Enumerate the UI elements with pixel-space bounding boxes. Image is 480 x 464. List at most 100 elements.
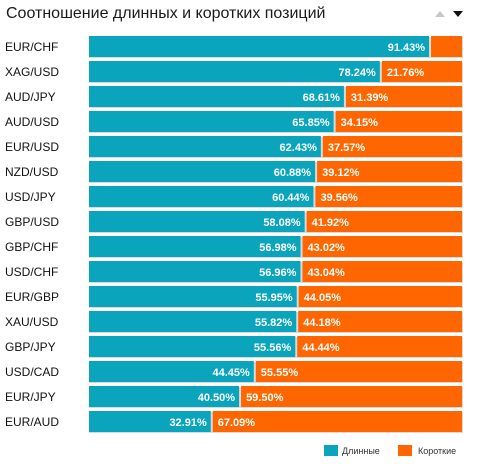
category-label: EUR/GBP — [5, 290, 59, 304]
bar-long — [89, 111, 334, 132]
data-label-short: 44.18% — [303, 317, 341, 329]
bar-long — [89, 361, 254, 382]
data-label-short: 39.12% — [322, 167, 360, 179]
bar-short — [431, 36, 462, 57]
data-label-short: 44.44% — [302, 342, 340, 354]
data-label-short: 55.55% — [261, 367, 299, 379]
bar-short — [315, 186, 462, 207]
category-label: XAU/USD — [5, 315, 59, 329]
data-label-short: 39.56% — [320, 192, 358, 204]
data-label-long: 55.56% — [254, 342, 292, 354]
bar-short — [297, 336, 462, 357]
category-label: EUR/USD — [5, 140, 59, 154]
data-label-long: 78.24% — [339, 67, 377, 79]
data-label-long: 40.50% — [198, 392, 236, 404]
data-label-long: 56.96% — [259, 267, 297, 279]
bar-row: USD/CHF 56.96% 43.04% — [5, 261, 463, 283]
data-label-short: 21.76% — [387, 67, 425, 79]
data-label-short: 59.50% — [246, 392, 284, 404]
data-label-long: 65.85% — [292, 117, 330, 129]
bar-short — [255, 361, 462, 382]
data-label-long: 44.45% — [212, 367, 250, 379]
sort-down-icon[interactable] — [450, 8, 466, 20]
data-label-short: 41.92% — [312, 217, 350, 229]
data-label-short: 43.02% — [308, 242, 346, 254]
bar-long — [89, 386, 240, 407]
category-label: GBP/CHF — [5, 240, 58, 254]
bar-row: EUR/AUD 32.91% 67.09% — [5, 411, 463, 433]
bar-short — [298, 311, 462, 332]
bar-short — [302, 236, 462, 257]
legend-label-long: Длинные — [342, 446, 380, 456]
data-label-long: 91.43% — [388, 42, 426, 54]
bar-row: EUR/USD 62.43% 37.57% — [5, 136, 463, 158]
data-label-long: 60.44% — [272, 192, 310, 204]
bar-long — [89, 61, 380, 82]
data-label-long: 32.91% — [169, 417, 207, 429]
data-label-short: 34.15% — [341, 117, 379, 129]
bar-row: GBP/CHF 56.98% 43.02% — [5, 236, 463, 258]
bar-row: XAG/USD 78.24% 21.76% — [5, 61, 463, 83]
bar-long — [89, 411, 211, 432]
bar-short — [298, 286, 462, 307]
bar-row: EUR/CHF 91.43% — [5, 36, 463, 58]
data-label-short: 43.04% — [307, 267, 345, 279]
bar-short — [306, 211, 462, 232]
bar-short — [241, 386, 462, 407]
bar-long — [89, 86, 344, 107]
sort-up-icon[interactable] — [432, 8, 448, 20]
bar-long — [89, 211, 305, 232]
data-label-long: 58.08% — [263, 217, 301, 229]
bar-row: XAU/USD 55.82% 44.18% — [5, 311, 463, 333]
bar-row: GBP/USD 58.08% 41.92% — [5, 211, 463, 233]
category-label: EUR/AUD — [5, 415, 59, 429]
data-label-long: 60.88% — [274, 167, 312, 179]
bar-long — [89, 136, 321, 157]
data-label-long: 56.98% — [259, 242, 297, 254]
bar-long — [89, 286, 297, 307]
category-label: EUR/CHF — [5, 40, 58, 54]
category-label: XAG/USD — [5, 65, 59, 79]
category-label: AUD/USD — [5, 115, 59, 129]
category-label: USD/CHF — [5, 265, 58, 279]
data-label-long: 68.61% — [303, 92, 341, 104]
bar-row: EUR/JPY 40.50% 59.50% — [5, 386, 463, 408]
legend-label-short: Короткие — [418, 446, 457, 456]
bar-row: AUD/JPY 68.61% 31.39% — [5, 86, 463, 108]
bar-row: NZD/USD 60.88% 39.12% — [5, 161, 463, 183]
category-label: USD/JPY — [5, 190, 56, 204]
category-label: USD/CAD — [5, 365, 59, 379]
bar-row: EUR/GBP 55.95% 44.05% — [5, 286, 463, 308]
bar-row: USD/CAD 44.45% 55.55% — [5, 361, 463, 383]
chart-title: Соотношение длинных и коротких позиций — [6, 5, 326, 22]
data-label-long: 55.95% — [255, 292, 293, 304]
data-label-short: 31.39% — [351, 92, 389, 104]
bar-long — [89, 336, 296, 357]
bar-short — [317, 161, 462, 182]
bar-short — [322, 136, 462, 157]
legend-swatch-long — [324, 445, 338, 456]
category-label: GBP/JPY — [5, 340, 56, 354]
data-label-long: 55.82% — [255, 317, 293, 329]
bar-long — [89, 186, 314, 207]
bar-short — [302, 261, 462, 282]
bar-long — [89, 261, 301, 282]
data-label-short: 44.05% — [304, 292, 342, 304]
category-label: GBP/USD — [5, 215, 59, 229]
legend-swatch-short — [398, 445, 412, 456]
bar-row: AUD/USD 65.85% 34.15% — [5, 111, 463, 133]
bar-short — [345, 86, 462, 107]
bar-long — [89, 36, 430, 57]
bar-long — [89, 161, 316, 182]
data-label-long: 62.43% — [280, 142, 318, 154]
bar-long — [89, 236, 301, 257]
data-label-short: 67.09% — [218, 417, 256, 429]
bar-row: USD/JPY 60.44% 39.56% — [5, 186, 463, 208]
bar-short — [212, 411, 462, 432]
bar-short — [335, 111, 462, 132]
bar-long — [89, 311, 297, 332]
category-label: EUR/JPY — [5, 390, 56, 404]
bar-row: GBP/JPY 55.56% 44.44% — [5, 336, 463, 358]
bar-short — [381, 61, 462, 82]
category-label: NZD/USD — [5, 165, 59, 179]
